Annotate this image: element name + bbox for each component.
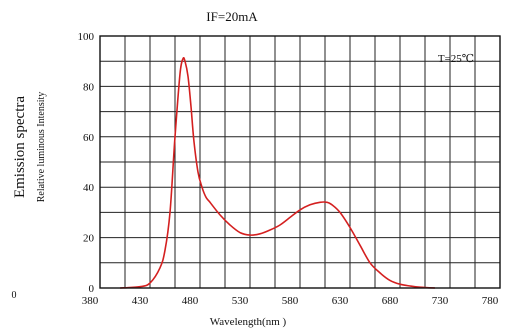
x-tick-label: 680	[382, 295, 399, 307]
series-layer	[119, 56, 436, 289]
y-tick-label: 0	[89, 283, 95, 295]
emission-spectrum-line	[119, 56, 436, 289]
y-tick-label: 100	[78, 31, 95, 43]
x-tick-label: 480	[182, 295, 199, 307]
origin-label: 0	[12, 290, 17, 301]
y-axis-label-line1: Emission spectra	[12, 96, 28, 198]
x-axis-label: Wavelength(nm )	[210, 316, 287, 328]
x-tick-label: 530	[232, 295, 249, 307]
x-tick-label: 630	[332, 295, 349, 307]
x-tick-label: 730	[432, 295, 449, 307]
chart-grid	[100, 36, 500, 288]
x-tick-label: 430	[132, 295, 149, 307]
plot-frame	[99, 35, 501, 289]
y-tick-label: 60	[83, 132, 95, 144]
y-tick-label: 20	[83, 233, 95, 245]
y-axis-label-line2: Relative luminous Intensity	[36, 92, 47, 203]
y-tick-label: 40	[83, 182, 95, 194]
x-tick-label: 380	[82, 295, 99, 307]
tick-labels: 380 430 480 530 580 630 680 730 780 0 20 40 60 80 100	[78, 31, 499, 307]
x-tick-label: 580	[282, 295, 299, 307]
y-tick-label: 80	[83, 81, 95, 93]
temperature-annotation: T=25℃	[438, 53, 474, 65]
chart-title: IF=20mA	[206, 9, 258, 24]
x-tick-label: 780	[482, 295, 499, 307]
